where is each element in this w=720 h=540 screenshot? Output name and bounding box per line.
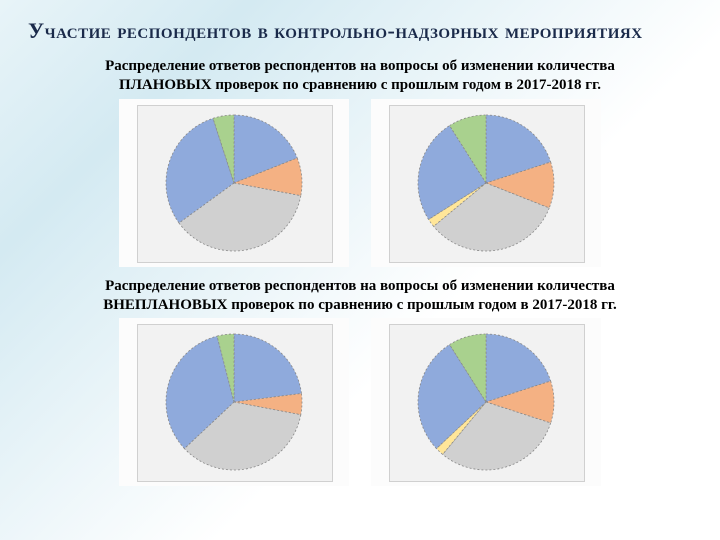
subtitle-planned: Распределение ответов респондентов на во… xyxy=(68,57,652,95)
pie-chart xyxy=(416,332,556,472)
pie-slice xyxy=(234,334,301,402)
pie-chart xyxy=(416,113,556,253)
chart-planned-2017 xyxy=(119,99,349,267)
page-title: Участие респондентов в контрольно-надзор… xyxy=(28,18,692,43)
row-planned xyxy=(28,99,692,267)
chart-unplanned-2018 xyxy=(371,318,601,486)
chart-planned-2018 xyxy=(371,99,601,267)
pie-chart xyxy=(164,113,304,253)
row-unplanned xyxy=(28,318,692,486)
pie-chart xyxy=(164,332,304,472)
chart-unplanned-2017 xyxy=(119,318,349,486)
subtitle-unplanned: Распределение ответов респондентов на во… xyxy=(68,277,652,315)
